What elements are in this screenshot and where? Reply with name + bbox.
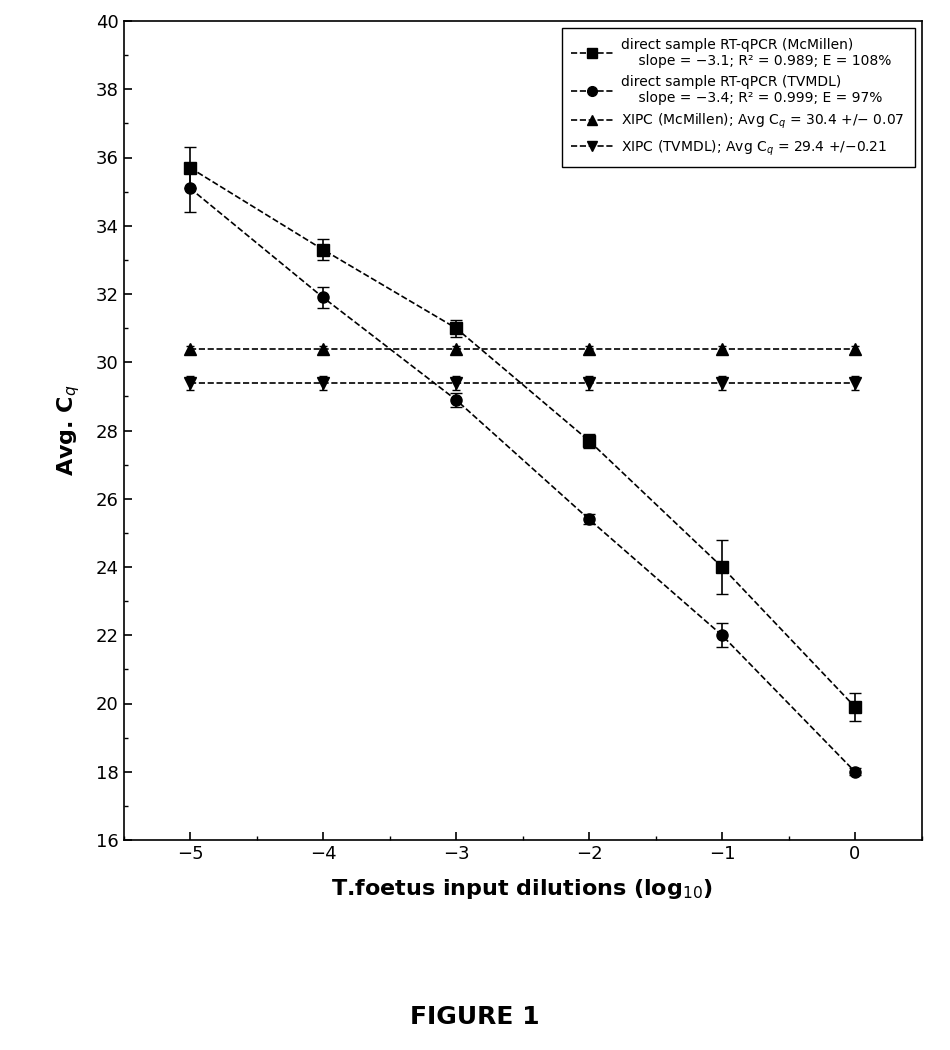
- X-axis label: T.foetus input dilutions (log$_{10}$): T.foetus input dilutions (log$_{10}$): [332, 877, 713, 901]
- Text: FIGURE 1: FIGURE 1: [410, 1005, 540, 1029]
- Legend: direct sample RT-qPCR (McMillen)
    slope = −3.1; R² = 0.989; E = 108%, direct : direct sample RT-qPCR (McMillen) slope =…: [561, 28, 915, 167]
- Y-axis label: Avg. C$_q$: Avg. C$_q$: [55, 384, 82, 477]
